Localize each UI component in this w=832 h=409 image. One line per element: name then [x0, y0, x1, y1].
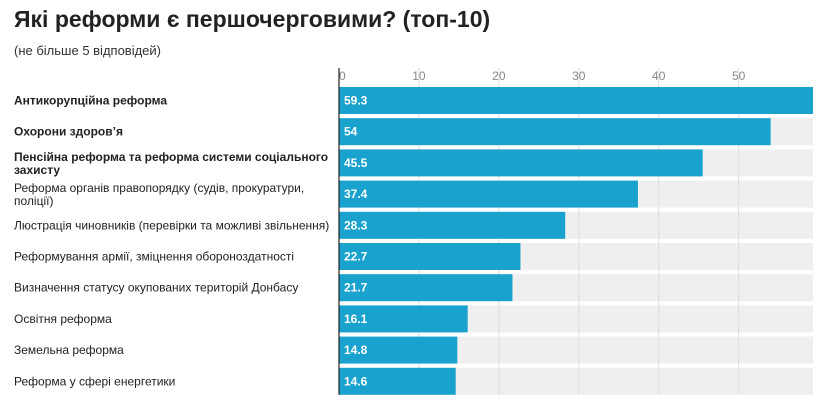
x-tick-label-30: 30: [572, 69, 586, 83]
bar-value-label-4: 37.4: [344, 187, 368, 201]
x-tick-label-50: 50: [732, 69, 746, 83]
bar-5: [339, 211, 566, 239]
bar-value-label-2: 54: [344, 125, 358, 139]
category-label-4: Реформа органів правопорядку (судів, про…: [14, 181, 304, 208]
category-label-10: Реформа у сфері енергетики: [14, 374, 175, 388]
category-label-3: Пенсійна реформа та реформа системи соці…: [14, 150, 328, 177]
bar-value-label-1: 59.3: [344, 94, 368, 108]
category-label-9: Земельна реформа: [14, 343, 124, 357]
bar-6: [339, 243, 521, 270]
category-label-1: Антикорупційна реформа: [14, 94, 167, 108]
category-label-7: Визначення статусу окупованих територій …: [14, 281, 298, 295]
bar-4: [339, 180, 638, 208]
bar-8: [339, 305, 468, 333]
bar-2: [339, 118, 771, 146]
bar-value-label-6: 22.7: [344, 250, 368, 264]
bar-value-label-5: 28.3: [344, 218, 368, 232]
x-tick-label-40: 40: [652, 69, 666, 83]
bar-9: [339, 336, 458, 364]
chart-title: Які реформи є першочерговими? (топ-10): [14, 6, 491, 32]
bar-3: [339, 149, 703, 177]
bar-value-label-9: 14.8: [344, 343, 368, 357]
category-label-8: Освітня реформа: [14, 312, 112, 326]
bar-value-label-3: 45.5: [344, 156, 368, 170]
category-label-2: Охорони здоров’я: [14, 125, 123, 139]
x-tick-label-10: 10: [412, 69, 426, 83]
bar-7: [339, 274, 513, 302]
x-tick-label-20: 20: [492, 69, 506, 83]
chart-subtitle: (не більше 5 відповідей): [14, 43, 162, 58]
category-label-6: Реформування армії, зміцнення оборонозда…: [14, 250, 294, 264]
bar-value-label-10: 14.6: [344, 374, 368, 388]
bar-10: [339, 367, 456, 395]
category-label-5: Люстрація чиновників (перевірки та можли…: [14, 218, 329, 232]
bar-1: [339, 87, 813, 114]
bar-value-label-7: 21.7: [344, 281, 368, 295]
x-tick-label-0: 0: [339, 69, 346, 83]
bar-value-label-8: 16.1: [344, 312, 368, 326]
